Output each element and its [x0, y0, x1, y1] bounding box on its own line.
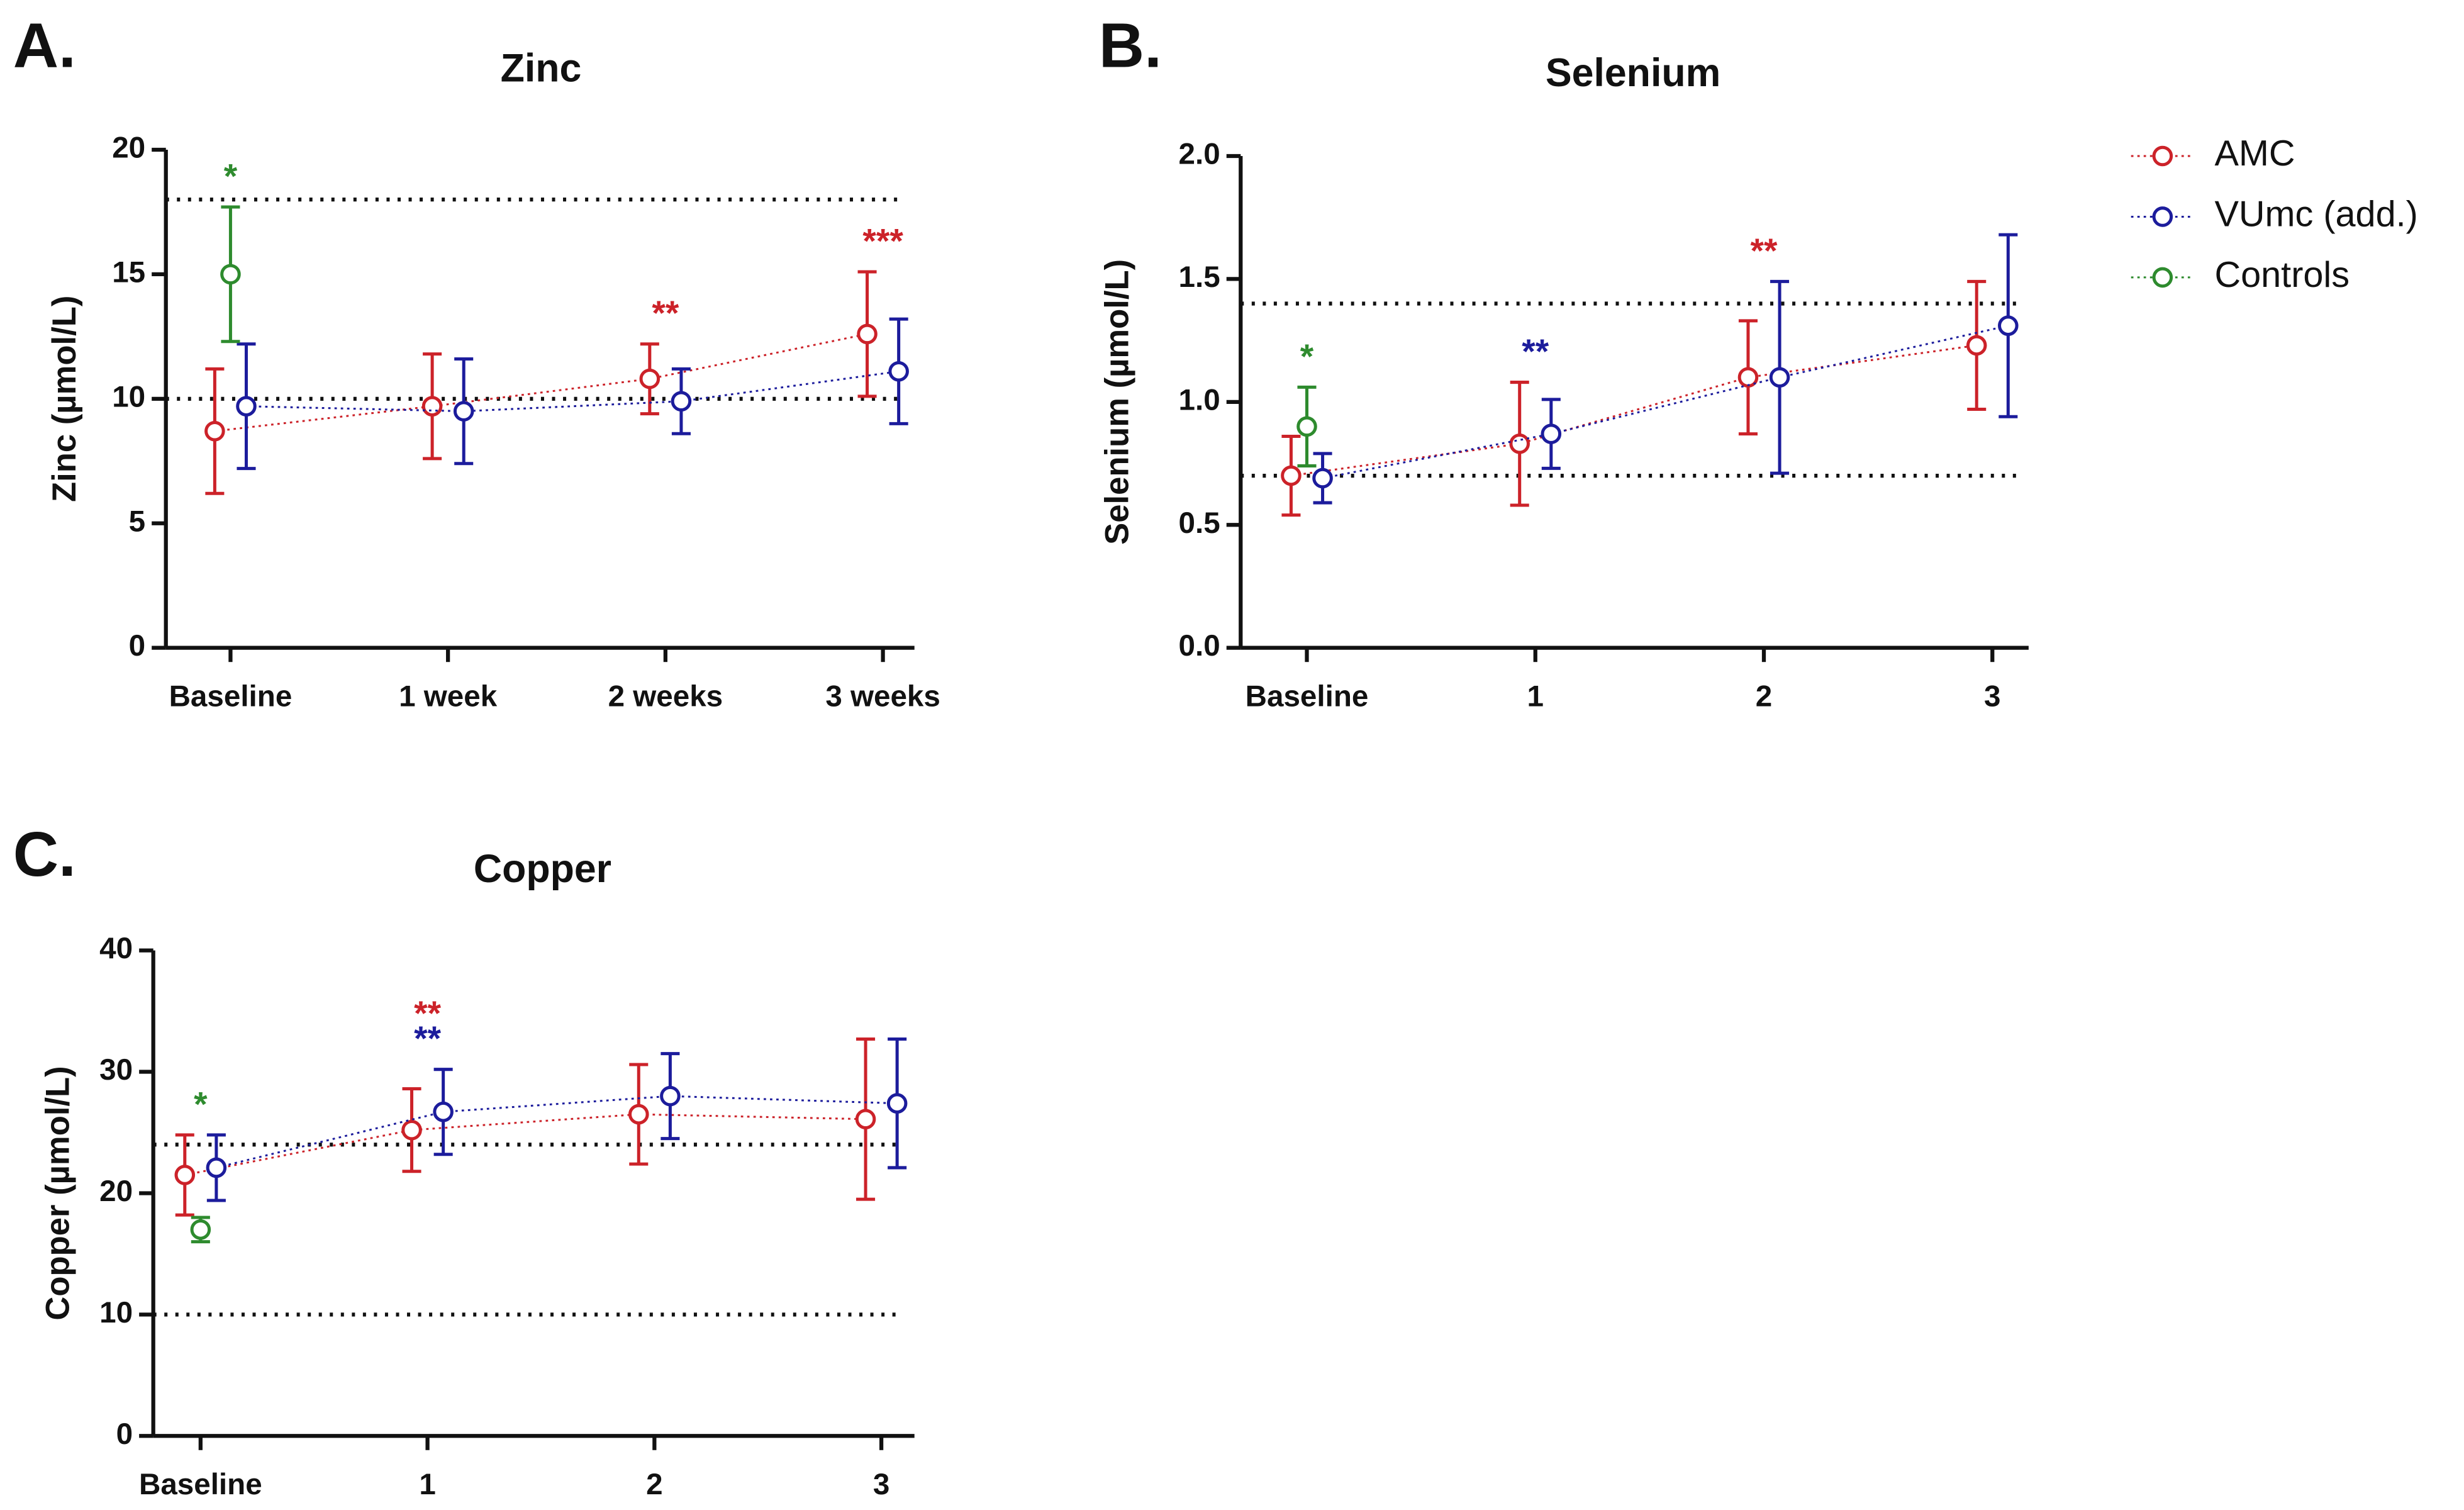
legend-marker [2152, 267, 2173, 288]
marker [1312, 467, 1333, 489]
marker [421, 396, 443, 417]
marker [453, 401, 474, 422]
marker [236, 396, 257, 417]
y-tick-label: 15 [112, 255, 145, 289]
marker [1509, 433, 1530, 454]
significance: ** [1522, 332, 1549, 371]
panel-label: B. [1099, 11, 1162, 81]
series-line [1291, 344, 1977, 477]
y-tick-label: 20 [112, 131, 145, 165]
x-tick-label: 3 weeks [825, 680, 940, 713]
legend-marker [2152, 206, 2173, 227]
y-tick-label: 2.0 [1179, 138, 1220, 171]
x-tick-label: 2 [1756, 680, 1772, 713]
x-tick-label: 2 weeks [608, 680, 723, 713]
marker [174, 1165, 196, 1185]
y-tick-label: 40 [99, 932, 133, 965]
x-tick-label: 3 [873, 1468, 889, 1501]
significance: ** [414, 993, 441, 1032]
x-tick-label: Baseline [1246, 680, 1369, 713]
chart-title: Selenium [1546, 51, 1720, 95]
x-tick-label: 1 [419, 1468, 435, 1501]
y-axis-label: Selenium (µmol/L) [1098, 259, 1135, 545]
y-tick-label: 5 [129, 505, 145, 538]
y-axis-label: Zinc (µmol/L) [46, 296, 83, 502]
significance: *** [862, 221, 903, 260]
significance: * [224, 157, 238, 196]
chart-title: Copper [474, 847, 611, 891]
x-tick-label: 1 week [399, 680, 498, 713]
marker [888, 361, 909, 382]
y-tick-label: 0.5 [1179, 506, 1220, 540]
marker [1281, 465, 1302, 486]
x-tick-label: 3 [1984, 680, 2000, 713]
significance: ** [1751, 231, 1778, 270]
legend-label: Controls [2215, 255, 2350, 295]
y-tick-label: 10 [112, 380, 145, 413]
significance: * [1300, 337, 1314, 376]
series-line [1322, 325, 2009, 479]
legend-label: VUmc (add.) [2215, 194, 2418, 235]
marker [1541, 423, 1562, 444]
marker [639, 368, 661, 389]
marker [206, 1157, 227, 1178]
y-tick-label: 30 [99, 1053, 133, 1087]
y-tick-label: 0.0 [1179, 629, 1220, 663]
series-line [184, 1113, 866, 1176]
marker [190, 1219, 211, 1240]
chart-title: Zinc [501, 46, 582, 90]
series-line [216, 1095, 898, 1169]
marker [401, 1119, 422, 1141]
marker [204, 420, 225, 442]
marker [628, 1104, 649, 1125]
x-tick-label: Baseline [139, 1468, 262, 1501]
panel-label: C. [13, 819, 76, 890]
marker [220, 264, 241, 285]
significance: ** [414, 1019, 441, 1058]
marker [855, 1109, 876, 1130]
significance: ** [652, 293, 679, 332]
marker [1998, 315, 2019, 336]
y-tick-label: 10 [99, 1296, 133, 1329]
marker [433, 1101, 454, 1122]
significance: * [194, 1084, 208, 1123]
legend-marker [2152, 145, 2173, 167]
series-line [215, 333, 867, 432]
y-tick-label: 1.5 [1179, 260, 1220, 294]
marker [1769, 367, 1790, 388]
y-tick-label: 1.0 [1179, 383, 1220, 417]
y-tick-label: 0 [129, 629, 145, 663]
x-tick-label: Baseline [169, 680, 293, 713]
x-tick-label: 1 [1527, 680, 1544, 713]
marker [660, 1085, 681, 1107]
marker [671, 391, 692, 412]
series-line [246, 370, 899, 413]
x-tick-label: 2 [646, 1468, 662, 1501]
y-tick-label: 0 [116, 1418, 133, 1451]
legend-label: AMC [2215, 133, 2295, 174]
marker [1966, 335, 1987, 356]
y-tick-label: 20 [99, 1175, 133, 1208]
marker [857, 323, 878, 345]
y-axis-label: Copper (µmol/L) [40, 1066, 77, 1320]
marker [1296, 416, 1317, 437]
panel-label: A. [13, 11, 76, 81]
marker [886, 1093, 908, 1114]
